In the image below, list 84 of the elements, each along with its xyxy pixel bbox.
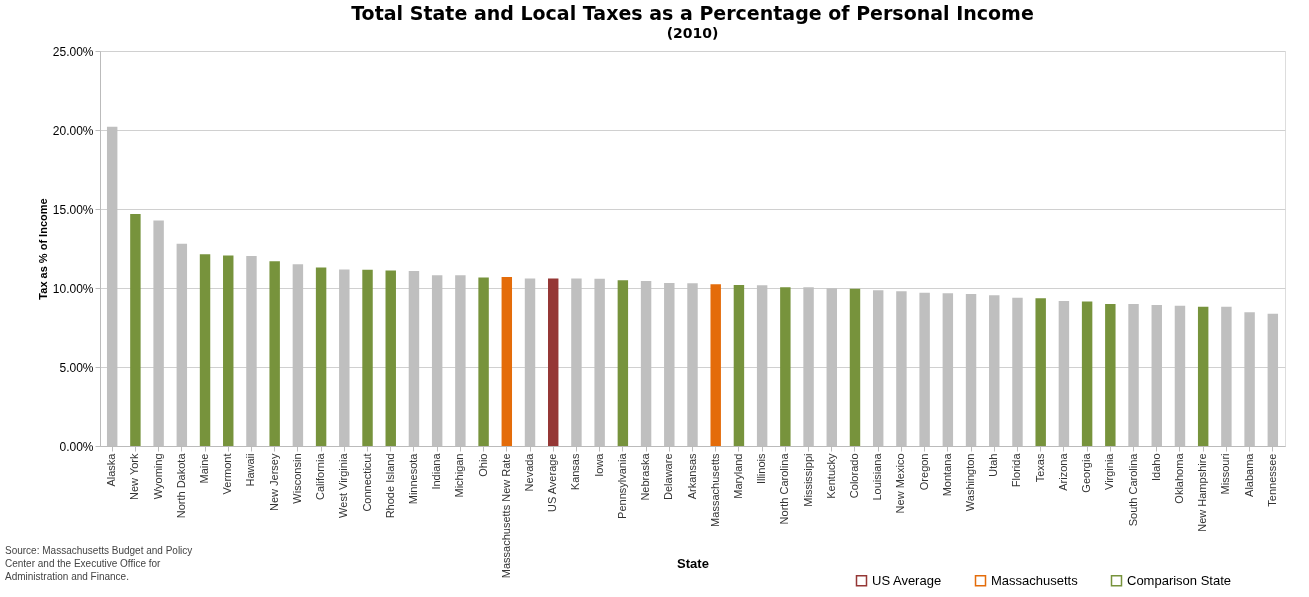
bar bbox=[315, 267, 327, 446]
y-tick-label: 5.00% bbox=[59, 360, 94, 375]
x-tick-label: North Dakota bbox=[174, 452, 187, 519]
x-tick-label: Vermont bbox=[221, 453, 234, 495]
x-tick-label: Virginia bbox=[1103, 452, 1116, 490]
y-tick-label: 20.00% bbox=[52, 123, 94, 138]
x-tick-label: Colorado bbox=[847, 453, 860, 499]
x-tick-label: Massachusetts bbox=[708, 453, 721, 527]
x-tick-label: Mississippi bbox=[801, 453, 814, 507]
x-tick-label: Tennessee bbox=[1265, 453, 1278, 507]
x-tick-label: Illinois bbox=[755, 453, 768, 485]
x-tick-label: New Mexico bbox=[894, 453, 907, 514]
x-tick-label: Washington bbox=[964, 453, 977, 512]
x-tick-label: Texas bbox=[1033, 453, 1046, 483]
bar bbox=[1081, 301, 1093, 446]
x-tick-label: Connecticut bbox=[360, 453, 373, 512]
x-tick-label: Nebraska bbox=[639, 452, 652, 501]
x-tick-label: Florida bbox=[1010, 452, 1023, 488]
x-tick-label: Oregon bbox=[917, 453, 930, 491]
bar bbox=[1105, 303, 1116, 446]
bar bbox=[199, 254, 211, 446]
legend-label: Comparison State bbox=[1127, 572, 1232, 588]
x-tick-label: New York bbox=[128, 453, 141, 500]
x-tick-label: Massachusetts New Rate bbox=[499, 453, 512, 579]
x-tick-label: Nevada bbox=[523, 452, 536, 492]
x-tick-label: Pennsylvania bbox=[615, 452, 628, 519]
x-tick-label: South Carolina bbox=[1126, 452, 1139, 527]
x-tick-label: West Virginia bbox=[337, 452, 350, 518]
x-tick-label: Ohio bbox=[476, 453, 489, 477]
x-tick-label: California bbox=[314, 452, 327, 500]
y-axis-title: Tax as % of Income bbox=[36, 198, 49, 300]
x-tick-label: Louisiana bbox=[871, 452, 884, 501]
bar bbox=[1197, 306, 1209, 446]
x-tick-label: Rhode Island bbox=[383, 453, 396, 519]
x-tick-label: Kansas bbox=[569, 453, 582, 491]
x-tick-label: Wyoming bbox=[151, 453, 164, 500]
chart-title: Total State and Local Taxes as a Percentage of Personal Income bbox=[351, 2, 1034, 24]
x-tick-label: Wisconsin bbox=[290, 453, 303, 504]
bar bbox=[710, 284, 721, 446]
x-tick-label: Idaho bbox=[1149, 453, 1162, 482]
x-tick-label: Arkansas bbox=[685, 453, 698, 500]
x-tick-label: Alaska bbox=[105, 452, 118, 487]
x-tick-label: Maine bbox=[198, 453, 211, 484]
x-tick-label: Utah bbox=[987, 453, 1000, 477]
x-tick-label: Georgia bbox=[1080, 452, 1093, 493]
x-tick-label: Montana bbox=[940, 452, 953, 497]
bar bbox=[269, 261, 280, 446]
y-tick-label: 10.00% bbox=[52, 281, 94, 296]
x-tick-label: Delaware bbox=[662, 453, 675, 500]
bar bbox=[1035, 298, 1046, 446]
chart-subtitle: (2010) bbox=[666, 25, 719, 41]
x-tick-label: New Jersey bbox=[267, 453, 280, 511]
bar bbox=[849, 288, 861, 446]
legend-label: US Average bbox=[872, 572, 942, 588]
bar bbox=[780, 287, 791, 446]
x-axis-title: State bbox=[677, 556, 709, 572]
x-tick-label: Kentucky bbox=[824, 453, 837, 499]
x-tick-label: Hawaii bbox=[244, 453, 257, 487]
x-tick-label: US Average bbox=[546, 453, 559, 513]
bar bbox=[130, 214, 141, 446]
bar bbox=[617, 280, 629, 446]
y-tick-label: 0.00% bbox=[59, 439, 94, 454]
x-tick-label: New Hampshire bbox=[1196, 453, 1209, 532]
x-tick-label: Iowa bbox=[592, 452, 605, 477]
bar bbox=[501, 276, 513, 446]
x-tick-label: Indiana bbox=[430, 452, 443, 490]
x-tick-label: North Carolina bbox=[778, 452, 791, 525]
bar bbox=[362, 269, 373, 446]
y-tick-label: 15.00% bbox=[52, 202, 94, 217]
bar bbox=[548, 278, 559, 446]
x-tick-label: Alabama bbox=[1242, 452, 1255, 497]
x-tick-label: Minnesota bbox=[406, 452, 419, 505]
x-tick-label: Missouri bbox=[1219, 453, 1232, 495]
source-note: Source: Massachusetts Budget and Policy Center and the Executive Office for Administration and Finance. bbox=[5, 545, 193, 582]
x-tick-label: Michigan bbox=[453, 453, 466, 498]
x-tick-label: Maryland bbox=[731, 453, 744, 499]
bar bbox=[223, 255, 234, 446]
bar bbox=[385, 270, 396, 446]
bar bbox=[478, 277, 489, 446]
legend-label: Massachusetts bbox=[991, 572, 1079, 588]
bar bbox=[733, 285, 745, 446]
x-tick-label: Arizona bbox=[1056, 452, 1069, 491]
x-tick-label: Oklahoma bbox=[1172, 452, 1185, 504]
y-tick-label: 25.00% bbox=[52, 44, 94, 59]
